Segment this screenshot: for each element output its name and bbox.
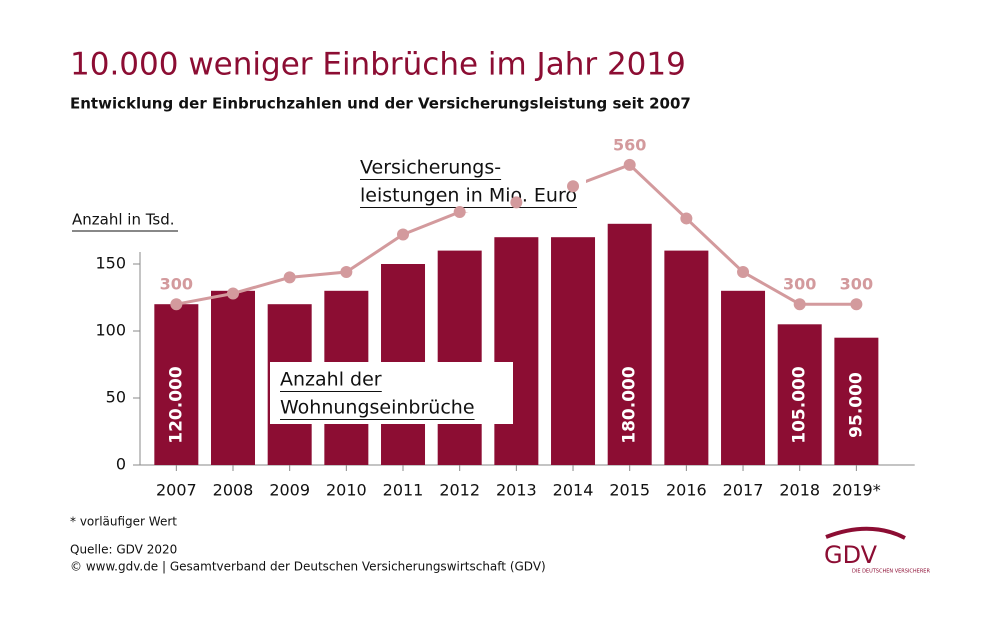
bar-value-label: 95.000 xyxy=(846,372,866,438)
source: © www.gdv.de | Gesamtverband der Deutsch… xyxy=(70,560,546,574)
bar-value-label: 120.000 xyxy=(166,366,186,444)
line-point xyxy=(510,196,523,209)
line-point xyxy=(567,180,580,193)
label-box xyxy=(350,150,586,212)
logo-tagline: DIE DEUTSCHEN VERSICHERER xyxy=(852,569,930,575)
x-tick-label: 2011 xyxy=(383,481,424,500)
bar xyxy=(777,324,822,465)
line-point xyxy=(340,266,353,279)
line-value-label: 300 xyxy=(160,275,193,294)
x-tick-label: 2007 xyxy=(156,481,197,500)
chart-subtitle: Entwicklung der Einbruchzahlen und der V… xyxy=(70,95,691,113)
bar xyxy=(211,290,256,465)
line-point xyxy=(737,266,750,279)
line-value-label: 560 xyxy=(613,135,646,154)
x-tick-label: 2010 xyxy=(326,481,367,500)
line-point xyxy=(793,298,806,311)
chart-title: 10.000 weniger Einbrüche im Jahr 2019 xyxy=(70,47,686,83)
line-point xyxy=(397,228,410,241)
y-tick-label: 50 xyxy=(106,388,126,407)
line-point xyxy=(680,212,693,225)
line-value-label: 300 xyxy=(840,275,873,294)
series-label: Anzahl der xyxy=(280,369,382,391)
bar xyxy=(664,250,709,465)
x-tick-label: 2018 xyxy=(779,481,820,500)
bar xyxy=(494,237,539,465)
x-tick-label: 2015 xyxy=(609,481,650,500)
line-point xyxy=(227,287,240,300)
bar-value-label: 105.000 xyxy=(790,366,810,444)
series-label: Wohnungseinbrüche xyxy=(280,397,475,419)
y-tick-label: 100 xyxy=(95,321,126,340)
logo: GDV xyxy=(824,541,878,569)
line-point xyxy=(623,158,636,171)
y-axis-label: Anzahl in Tsd. xyxy=(72,211,175,229)
source: Quelle: GDV 2020 xyxy=(70,543,177,557)
bar xyxy=(721,290,766,465)
x-tick-label: 2017 xyxy=(723,481,764,500)
x-tick-label: 2016 xyxy=(666,481,707,500)
y-tick-label: 0 xyxy=(116,455,126,474)
line-point xyxy=(170,298,183,311)
series-label: leistungen in Mio. Euro xyxy=(360,185,577,207)
bar xyxy=(551,237,596,465)
bar xyxy=(437,250,482,465)
y-tick-label: 150 xyxy=(95,254,126,273)
line-point xyxy=(283,271,296,284)
x-tick-label: 2009 xyxy=(269,481,310,500)
label-box xyxy=(270,362,513,424)
logo-arc xyxy=(825,526,906,540)
series-label: Versicherungs- xyxy=(360,157,501,179)
x-tick-label: 2008 xyxy=(213,481,254,500)
bar xyxy=(154,304,199,465)
line-point xyxy=(850,298,863,311)
bar-value-label: 180.000 xyxy=(620,366,640,444)
x-tick-label: 2019* xyxy=(832,481,881,500)
footnote: * vorläufiger Wert xyxy=(70,515,177,529)
bar xyxy=(607,223,652,465)
x-tick-label: 2014 xyxy=(553,481,594,500)
bar xyxy=(834,337,879,465)
x-tick-label: 2013 xyxy=(496,481,537,500)
line-point xyxy=(453,206,466,219)
x-tick-label: 2012 xyxy=(439,481,480,500)
line-value-label: 300 xyxy=(783,275,816,294)
